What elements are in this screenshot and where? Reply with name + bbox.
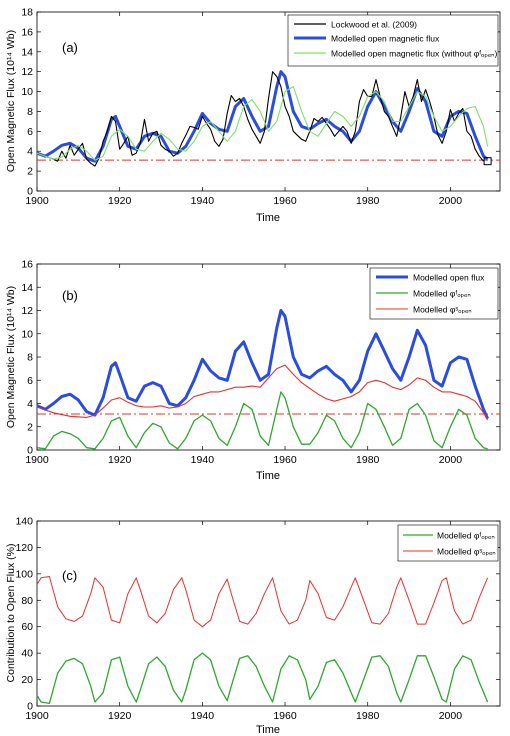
- y-tick-label: 6: [27, 375, 33, 387]
- y-tick-label: 40: [21, 648, 33, 660]
- y-tick-label: 60: [21, 621, 33, 633]
- panel-b-ticks: 1900 1920 1940 1960 1980 2000 0 2 4 6 8 10 12 14 16: [21, 259, 500, 466]
- series-line-2: [36, 364, 489, 421]
- legend-label-open-flux: Modelled open flux: [413, 273, 485, 283]
- y-tick-label: 20: [21, 674, 33, 686]
- series-line-2: [36, 86, 489, 161]
- y-tick-label: 8: [27, 352, 33, 364]
- y-tick-label: 4: [27, 398, 33, 410]
- legend-label-fast-pct: Modelled φᶠₒₚₑₙ: [437, 531, 495, 541]
- y-tick-label: 16: [21, 259, 33, 271]
- x-tick-label: 1900: [25, 195, 49, 207]
- panel-b-ylabel: Open Magnetic Flux (10¹⁴ Wb): [5, 286, 17, 428]
- y-tick-label: 18: [21, 7, 33, 19]
- panel-a-tag: (a): [62, 40, 78, 55]
- panel-a-legend: Lockwood et al. (2009) Modelled open mag…: [287, 14, 499, 67]
- x-tick-label: 1940: [191, 195, 215, 207]
- end-marker: [483, 157, 492, 166]
- y-tick-label: 6: [27, 126, 33, 138]
- y-tick-label: 80: [21, 595, 33, 607]
- x-tick-label: 1980: [356, 710, 380, 722]
- panel-c-legend: Modelled φᶠₒₚₑₙ Modelled φˢₒₚₑₙ: [397, 524, 499, 562]
- y-tick-label: 0: [27, 445, 33, 457]
- series-line-1: [36, 576, 489, 628]
- y-tick-label: 12: [21, 66, 33, 78]
- y-tick-label: 12: [21, 305, 33, 317]
- x-tick-label: 1960: [273, 195, 297, 207]
- y-tick-label: 120: [15, 542, 33, 554]
- panel-c: 1900 1920 1940 1960 1980 2000 0 20 40 60 80 100 120 1…: [5, 516, 501, 736]
- x-tick-label: 1940: [191, 454, 215, 466]
- legend-label-fast: Modelled φᶠₒₚₑₙ: [413, 289, 471, 299]
- panel-c-ylabel: Contribution to Open Flux (%): [5, 544, 17, 683]
- y-tick-label: 100: [15, 568, 33, 580]
- series-line-1: [36, 391, 488, 450]
- y-tick-label: 2: [27, 421, 33, 433]
- legend-label-slow: Modelled φˢₒₚₑₙ: [413, 305, 472, 315]
- x-tick-label: 1980: [356, 454, 380, 466]
- x-tick-label: 1980: [356, 195, 380, 207]
- panel-a: 1900 1920 1940 1960 1980 2000024681012141618 …: [5, 7, 501, 224]
- x-tick-label: 1920: [108, 454, 132, 466]
- legend-label-modelled: Modelled open magnetic flux: [331, 34, 440, 44]
- panel-a-lines: [36, 70, 500, 167]
- panel-b-tag: (b): [62, 288, 78, 303]
- y-tick-label: 140: [15, 516, 33, 528]
- panel-b-lines: [36, 309, 500, 450]
- y-tick-label: 8: [27, 106, 33, 118]
- x-tick-label: 1960: [273, 710, 297, 722]
- panel-a-xlabel: Time: [256, 212, 280, 224]
- y-tick-label: 10: [21, 86, 33, 98]
- x-tick-label: 2000: [439, 710, 463, 722]
- y-tick-label: 4: [27, 146, 33, 158]
- panel-b-legend: Modelled open flux Modelled φᶠₒₚₑₙ Model…: [369, 267, 499, 320]
- panel-b-xlabel: Time: [256, 470, 280, 482]
- y-tick-label: 16: [21, 26, 33, 38]
- x-tick-label: 1940: [191, 710, 215, 722]
- y-tick-label: 0: [27, 701, 33, 713]
- panel-c-lines: [36, 576, 489, 705]
- x-tick-label: 1960: [273, 454, 297, 466]
- panel-a-ticks: 1900 1920 1940 1960 1980 2000 0 2 4 6 8 10 12 14 16 18: [21, 7, 500, 207]
- panel-a-ylabel: Open Magnetic Flux (10¹⁴ Wb): [5, 30, 17, 172]
- panel-c-tag: (c): [62, 568, 77, 583]
- legend-label-slow-pct: Modelled φˢₒₚₑₙ: [437, 547, 496, 557]
- y-tick-label: 10: [21, 328, 33, 340]
- panel-c-legend-box: [397, 524, 499, 562]
- legend-label-lockwood: Lockwood et al. (2009): [331, 20, 417, 30]
- panel-b: 1900 1920 1940 1960 1980 2000 0 2 4 6 8 10 12 14 16 (b…: [5, 259, 501, 482]
- x-tick-label: 2000: [439, 195, 463, 207]
- x-tick-label: 2000: [439, 454, 463, 466]
- y-tick-label: 14: [21, 46, 33, 58]
- x-tick-label: 1900: [25, 710, 49, 722]
- y-tick-label: 14: [21, 282, 33, 294]
- y-tick-label: 2: [27, 166, 33, 178]
- y-tick-label: 0: [27, 186, 33, 198]
- x-tick-label: 1920: [108, 195, 132, 207]
- series-line-0: [36, 309, 489, 420]
- x-tick-label: 1900: [25, 454, 49, 466]
- legend-label-without-fast: Modelled open magnetic flux (without φᶠₒ…: [331, 49, 498, 59]
- series-line-0: [36, 652, 489, 705]
- panel-c-ticks: 1900 1920 1940 1960 1980 2000 0 20 40 60 80 100 120 1…: [15, 516, 500, 722]
- panel-c-xlabel: Time: [256, 724, 280, 736]
- x-tick-label: 1920: [108, 710, 132, 722]
